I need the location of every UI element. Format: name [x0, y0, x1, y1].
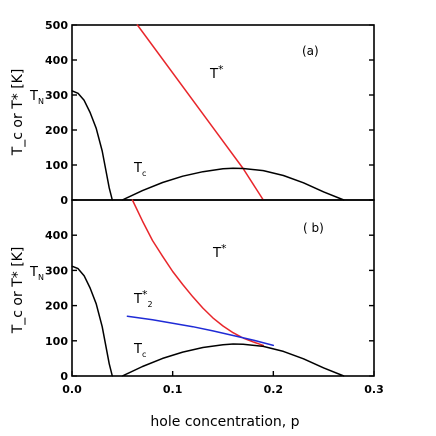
panel-a-label-t-c: Tc: [133, 161, 146, 178]
panel-a-y-tick-label: 200: [45, 124, 68, 137]
panel-b-label-t-n: TN: [29, 265, 44, 282]
panel-a-y-tick-label: 100: [45, 159, 68, 172]
panel-b-curve-t-n: [71, 265, 114, 377]
panel-b-curve-labels: T* T*2 TN Tc: [29, 242, 227, 359]
panel-a-y-tick-label: 500: [45, 19, 68, 32]
panel-b-y-tick-label: 0: [60, 370, 68, 383]
panel-a-y-tick-label: 400: [45, 54, 68, 67]
panel-a-y-tick-label: 0: [60, 194, 68, 207]
panel-b-x-tick-label: 0.0: [62, 383, 82, 396]
panel-b-x-tick-label: 0.3: [364, 383, 384, 396]
panel-b-label-tstar-2: T*2: [133, 288, 153, 309]
panel-b-x-ticks: 0.0 0.1 0.2 0.3: [62, 371, 384, 396]
panel-a-frame: [71, 24, 375, 201]
panel-b-label: ( b): [303, 221, 324, 235]
panel-b-label-tstar: T*: [212, 242, 227, 261]
panel-b-curve-tstar: [131, 199, 265, 347]
panel-b-label-t-c: Tc: [133, 342, 146, 359]
panel-a: 0 100 200 300 400 500 T* TN Tc (a): [29, 19, 375, 207]
panel-b-y-ticks: 0 100 200 300 400: [45, 229, 374, 383]
panel-b-y-axis-title: T_c or T* [K]: [10, 247, 26, 335]
panel-a-curve-t-n: [71, 90, 114, 201]
panel-b-y-tick-label: 300: [45, 264, 68, 277]
panel-b-curve-tstar-2: [126, 315, 275, 347]
panel-b-curve-t-c: [121, 343, 345, 377]
panel-a-y-tick-label: 300: [45, 89, 68, 102]
panel-a-y-axis-title: T_c or T* [K]: [10, 69, 26, 157]
panel-a-label: (a): [302, 44, 319, 58]
panel-a-y-ticks: 0 100 200 300 400 500: [45, 19, 374, 207]
panel-b-frame: [71, 199, 375, 377]
panel-b-x-tick-label: 0.2: [264, 383, 284, 396]
panel-a-label-t-n: TN: [29, 89, 44, 106]
panel-b-x-tick-label: 0.1: [163, 383, 183, 396]
panel-b-y-tick-label: 100: [45, 335, 68, 348]
panel-a-curve-tstar: [136, 24, 265, 201]
panel-b: 0 100 200 300 400 0.0 0.1 0.2 0.3 T* T*2 TN Tc ( b…: [29, 199, 384, 396]
panel-a-curves: [71, 24, 345, 201]
panel-a-label-tstar: T*: [209, 63, 224, 82]
panel-a-curve-t-c: [121, 167, 345, 201]
x-axis-title: hole concentration, p: [150, 414, 299, 430]
panel-b-y-tick-label: 400: [45, 229, 68, 242]
panel-b-y-tick-label: 200: [45, 300, 68, 313]
panel-b-curves: [71, 199, 345, 377]
